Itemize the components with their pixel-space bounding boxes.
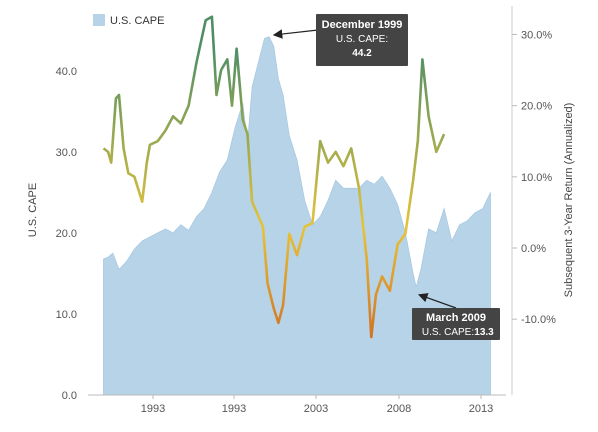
cape-area [103,36,491,396]
right-tick-label: 0.0% [521,243,546,255]
x-tick-label: 2003 [304,403,328,415]
return-line [102,15,446,339]
annotation-box [412,308,500,340]
annotation-box [316,14,408,66]
x-tick-label: 2013 [469,403,493,415]
annotation-title: December 1999 [322,19,403,31]
annotation-title: March 2009 [426,312,486,324]
left-tick-label: 30.0 [56,147,77,159]
left-tick-label: 0.0 [62,390,77,402]
x-tick-label: 1993 [141,403,165,415]
annotation-dec-1999: December 1999 U.S. CAPE: 44.2 [272,14,408,66]
x-tick-label: 2008 [387,403,411,415]
legend-swatch [93,14,105,26]
right-tick-label: -10.0% [521,314,556,326]
annotation-mar-2009: March 2009 U.S. CAPE: 13.3 [412,293,500,340]
annotation-label: U.S. CAPE: [336,34,388,45]
annotations: December 1999 U.S. CAPE: 44.2 March 2009… [272,14,500,340]
x-tick-label: 1993 [222,403,246,415]
right-tick-label: 10.0% [521,172,552,184]
annotation-value: 44.2 [352,48,372,59]
legend[interactable]: U.S. CAPE [93,14,164,27]
right-tick-label: 20.0% [521,101,552,113]
legend-label: U.S. CAPE [110,15,164,27]
axes: 0.0 10.0 20.0 30.0 40.0 -10.0% 0.0% 10.0% 20.0% 3… [56,6,556,415]
cape-area-layer [103,36,491,396]
annotation-arrow [417,293,457,309]
left-tick-label: 40.0 [56,66,77,78]
left-axis-title: U.S. CAPE [27,183,39,237]
left-tick-label: 20.0 [56,228,77,240]
annotation-arrow [272,29,319,39]
left-tick-label: 10.0 [56,309,77,321]
right-axis-title: Subsequent 3-Year Return (Annualized) [563,103,575,298]
return-line-layer [102,15,446,339]
annotation-value: 13.3 [474,327,494,338]
annotation-label: U.S. CAPE: [422,327,474,338]
right-tick-label: 30.0% [521,29,552,41]
